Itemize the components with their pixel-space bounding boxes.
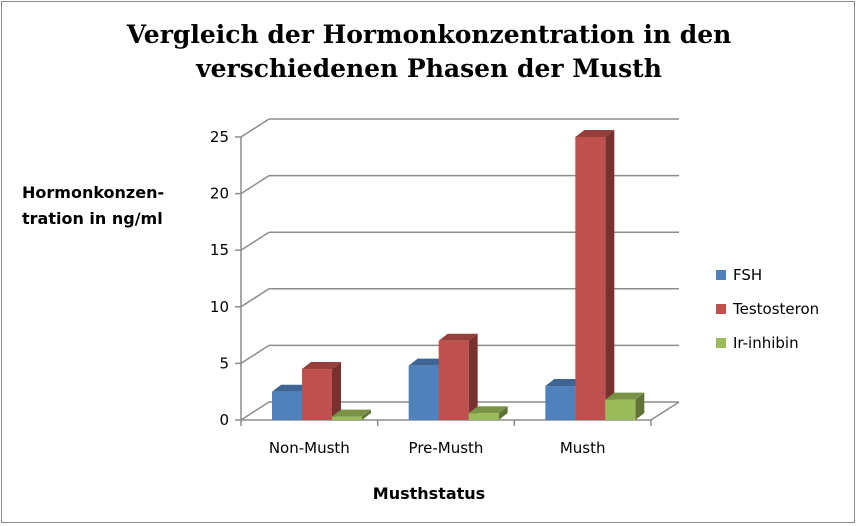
- gridline-side-0: [240, 401, 270, 421]
- bar-testosteron-pre-musth-side: [468, 333, 478, 420]
- bar-ir-inhibin-musth-front: [605, 399, 636, 420]
- y-tick-label-10: 10: [210, 298, 229, 316]
- y-tick-label-5: 5: [219, 354, 229, 372]
- legend-label-fsh: FSH: [733, 266, 763, 284]
- bars: [272, 130, 645, 420]
- chart-title-line-1: Vergleich der Hormonkonzentration in den: [126, 20, 732, 49]
- gridline-side-5: [240, 344, 270, 365]
- x-tick-label-pre-musth: Pre-Musth: [409, 439, 484, 457]
- legend-item-fsh: FSH: [716, 258, 819, 292]
- bar-ir-inhibin-musth: [605, 392, 645, 420]
- labels: 0 5 10 15 20 25 Non-Musth Pre-Musth Musth: [210, 128, 606, 457]
- gridline-side-20: [240, 174, 270, 195]
- legend: FSH Testosteron Ir-inhibin: [716, 258, 819, 360]
- bar-fsh-pre-musth-front: [408, 365, 439, 420]
- bar-ir-inhibin-non-musth: [332, 409, 371, 420]
- x-tick-label-musth: Musth: [560, 439, 606, 457]
- gridline-side-25: [240, 118, 270, 138]
- y-axis-label-line-2: tration in ng/ml: [22, 209, 163, 228]
- bar-fsh-pre-musth-top: [408, 358, 448, 366]
- bar-fsh-musth-top: [545, 379, 585, 387]
- chart-title-line-2: verschiedenen Phasen der Musth: [196, 54, 662, 83]
- bar-testosteron-musth-side: [605, 130, 615, 420]
- bar-ir-inhibin-musth-top: [605, 392, 645, 400]
- x-axis-label: Musthstatus: [372, 484, 486, 503]
- bar-ir-inhibin-non-musth-front: [332, 416, 362, 420]
- legend-swatch-ir-inhibin: [716, 338, 726, 348]
- bar-ir-inhibin-non-musth-top: [332, 409, 371, 417]
- chart-title: Vergleich der Hormonkonzentration in den…: [0, 18, 858, 86]
- bar-fsh-musth-front: [545, 386, 576, 420]
- y-tick-label-25: 25: [210, 128, 229, 146]
- legend-label-testosteron: Testosteron: [733, 300, 820, 318]
- y-axis-label-line-1: Hormonkonzen-: [22, 183, 165, 202]
- x-tick-label-non-musth: Non-Musth: [269, 439, 350, 457]
- legend-label-ir-inhibin: Ir-inhibin: [733, 334, 799, 352]
- bar-testosteron-pre-musth-top: [438, 333, 478, 341]
- bar-testosteron-non-musth-front: [302, 369, 332, 420]
- legend-item-ir-inhibin: Ir-inhibin: [716, 326, 819, 360]
- bar-testosteron-non-musth-top: [302, 362, 341, 370]
- bar-testosteron-non-musth-side: [332, 362, 341, 420]
- bar-ir-inhibin-pre-musth-side: [498, 406, 508, 420]
- gridline-side-15: [240, 231, 270, 251]
- bar-testosteron-pre-musth-front: [438, 340, 469, 420]
- bar-testosteron-musth-front: [575, 137, 606, 420]
- bar-ir-inhibin-pre-musth-top: [468, 406, 508, 414]
- bar-testosteron-pre-musth: [438, 333, 478, 420]
- bar-ir-inhibin-non-musth-side: [362, 409, 371, 420]
- bar-testosteron-musth: [575, 130, 615, 420]
- gridline-side-10: [240, 288, 270, 308]
- legend-item-testosteron: Testosteron: [716, 292, 819, 326]
- bar-ir-inhibin-pre-musth: [468, 406, 508, 420]
- y-axis-label: Hormonkonzen- tration in ng/ml: [22, 180, 202, 232]
- bar-ir-inhibin-pre-musth-front: [468, 413, 499, 420]
- bar-ir-inhibin-musth-side: [635, 392, 645, 420]
- y-tick-label-0: 0: [219, 411, 229, 429]
- y-tick-label-15: 15: [210, 241, 229, 259]
- bar-fsh-non-musth-front: [272, 391, 302, 420]
- bar-testosteron-non-musth: [302, 362, 341, 420]
- y-tick-label-20: 20: [210, 185, 229, 203]
- bar-fsh-non-musth-top: [272, 384, 311, 392]
- legend-swatch-fsh: [716, 270, 726, 280]
- legend-swatch-testosteron: [716, 304, 726, 314]
- bar-testosteron-musth-top: [575, 130, 615, 137]
- floor-right-edge: [650, 401, 680, 421]
